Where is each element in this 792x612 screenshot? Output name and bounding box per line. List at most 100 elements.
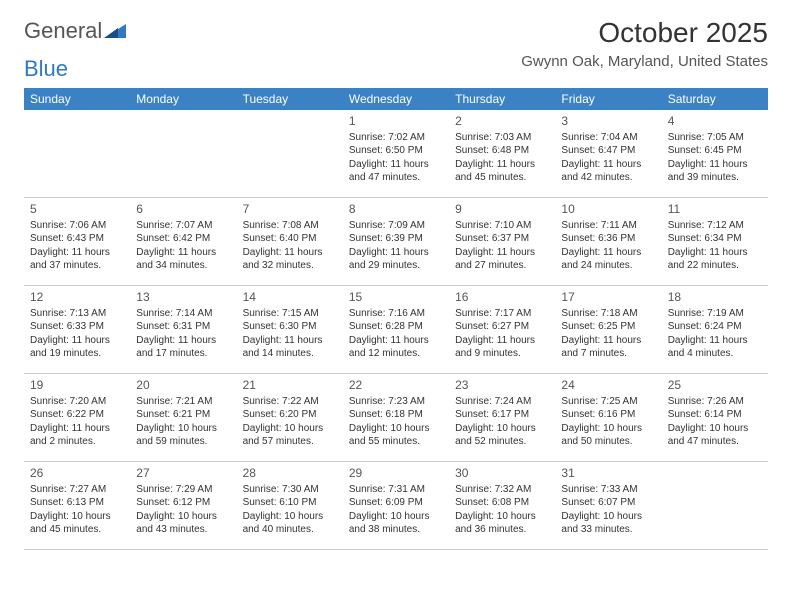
daylight-line: Daylight: 11 hours and 19 minutes. <box>30 334 124 361</box>
sunset-line: Sunset: 6:17 PM <box>455 408 549 422</box>
day-number: 17 <box>561 289 655 305</box>
daylight-line: Daylight: 11 hours and 4 minutes. <box>668 334 762 361</box>
sunrise-line: Sunrise: 7:33 AM <box>561 483 655 497</box>
day-number: 29 <box>349 465 443 481</box>
sunrise-line: Sunrise: 7:03 AM <box>455 131 549 145</box>
sunset-line: Sunset: 6:13 PM <box>30 496 124 510</box>
sunset-line: Sunset: 6:14 PM <box>668 408 762 422</box>
calendar-week-row: 12Sunrise: 7:13 AMSunset: 6:33 PMDayligh… <box>24 285 768 373</box>
sunrise-line: Sunrise: 7:25 AM <box>561 395 655 409</box>
calendar-day-cell: 26Sunrise: 7:27 AMSunset: 6:13 PMDayligh… <box>24 461 130 549</box>
calendar-day-cell: 18Sunrise: 7:19 AMSunset: 6:24 PMDayligh… <box>662 285 768 373</box>
sunrise-line: Sunrise: 7:23 AM <box>349 395 443 409</box>
logo: General <box>24 18 128 44</box>
sunset-line: Sunset: 6:22 PM <box>30 408 124 422</box>
daylight-line: Daylight: 11 hours and 42 minutes. <box>561 158 655 185</box>
calendar-day-cell: 9Sunrise: 7:10 AMSunset: 6:37 PMDaylight… <box>449 197 555 285</box>
sunset-line: Sunset: 6:43 PM <box>30 232 124 246</box>
daylight-line: Daylight: 10 hours and 52 minutes. <box>455 422 549 449</box>
sunset-line: Sunset: 6:21 PM <box>136 408 230 422</box>
weekday-header-row: SundayMondayTuesdayWednesdayThursdayFrid… <box>24 88 768 110</box>
calendar-empty-cell <box>662 461 768 549</box>
sunset-line: Sunset: 6:25 PM <box>561 320 655 334</box>
daylight-line: Daylight: 10 hours and 36 minutes. <box>455 510 549 537</box>
month-title: October 2025 <box>521 18 768 49</box>
sunset-line: Sunset: 6:07 PM <box>561 496 655 510</box>
day-number: 26 <box>30 465 124 481</box>
daylight-line: Daylight: 11 hours and 47 minutes. <box>349 158 443 185</box>
daylight-line: Daylight: 10 hours and 59 minutes. <box>136 422 230 449</box>
calendar-day-cell: 20Sunrise: 7:21 AMSunset: 6:21 PMDayligh… <box>130 373 236 461</box>
day-number: 20 <box>136 377 230 393</box>
calendar-day-cell: 10Sunrise: 7:11 AMSunset: 6:36 PMDayligh… <box>555 197 661 285</box>
sunset-line: Sunset: 6:33 PM <box>30 320 124 334</box>
calendar-empty-cell <box>24 110 130 198</box>
sunrise-line: Sunrise: 7:09 AM <box>349 219 443 233</box>
sunrise-line: Sunrise: 7:30 AM <box>243 483 337 497</box>
sunrise-line: Sunrise: 7:24 AM <box>455 395 549 409</box>
sunset-line: Sunset: 6:39 PM <box>349 232 443 246</box>
sunrise-line: Sunrise: 7:29 AM <box>136 483 230 497</box>
sunrise-line: Sunrise: 7:20 AM <box>30 395 124 409</box>
sunrise-line: Sunrise: 7:05 AM <box>668 131 762 145</box>
day-number: 19 <box>30 377 124 393</box>
sunrise-line: Sunrise: 7:02 AM <box>349 131 443 145</box>
day-number: 6 <box>136 201 230 217</box>
daylight-line: Daylight: 11 hours and 14 minutes. <box>243 334 337 361</box>
calendar-day-cell: 27Sunrise: 7:29 AMSunset: 6:12 PMDayligh… <box>130 461 236 549</box>
daylight-line: Daylight: 11 hours and 29 minutes. <box>349 246 443 273</box>
daylight-line: Daylight: 10 hours and 55 minutes. <box>349 422 443 449</box>
sunrise-line: Sunrise: 7:07 AM <box>136 219 230 233</box>
calendar-week-row: 26Sunrise: 7:27 AMSunset: 6:13 PMDayligh… <box>24 461 768 549</box>
day-number: 21 <box>243 377 337 393</box>
daylight-line: Daylight: 10 hours and 45 minutes. <box>30 510 124 537</box>
sunrise-line: Sunrise: 7:15 AM <box>243 307 337 321</box>
calendar-page: General October 2025 Gwynn Oak, Maryland… <box>0 0 792 562</box>
calendar-empty-cell <box>130 110 236 198</box>
calendar-day-cell: 22Sunrise: 7:23 AMSunset: 6:18 PMDayligh… <box>343 373 449 461</box>
daylight-line: Daylight: 11 hours and 39 minutes. <box>668 158 762 185</box>
daylight-line: Daylight: 10 hours and 33 minutes. <box>561 510 655 537</box>
day-number: 12 <box>30 289 124 305</box>
sunset-line: Sunset: 6:31 PM <box>136 320 230 334</box>
day-number: 16 <box>455 289 549 305</box>
daylight-line: Daylight: 11 hours and 22 minutes. <box>668 246 762 273</box>
calendar-day-cell: 1Sunrise: 7:02 AMSunset: 6:50 PMDaylight… <box>343 110 449 198</box>
sunset-line: Sunset: 6:12 PM <box>136 496 230 510</box>
calendar-day-cell: 11Sunrise: 7:12 AMSunset: 6:34 PMDayligh… <box>662 197 768 285</box>
calendar-day-cell: 24Sunrise: 7:25 AMSunset: 6:16 PMDayligh… <box>555 373 661 461</box>
calendar-table: SundayMondayTuesdayWednesdayThursdayFrid… <box>24 88 768 550</box>
calendar-day-cell: 29Sunrise: 7:31 AMSunset: 6:09 PMDayligh… <box>343 461 449 549</box>
sunrise-line: Sunrise: 7:13 AM <box>30 307 124 321</box>
daylight-line: Daylight: 10 hours and 38 minutes. <box>349 510 443 537</box>
sunset-line: Sunset: 6:08 PM <box>455 496 549 510</box>
daylight-line: Daylight: 11 hours and 9 minutes. <box>455 334 549 361</box>
sunset-line: Sunset: 6:24 PM <box>668 320 762 334</box>
sunrise-line: Sunrise: 7:08 AM <box>243 219 337 233</box>
calendar-body: 1Sunrise: 7:02 AMSunset: 6:50 PMDaylight… <box>24 110 768 550</box>
calendar-week-row: 5Sunrise: 7:06 AMSunset: 6:43 PMDaylight… <box>24 197 768 285</box>
sunrise-line: Sunrise: 7:31 AM <box>349 483 443 497</box>
weekday-header: Wednesday <box>343 88 449 110</box>
calendar-day-cell: 13Sunrise: 7:14 AMSunset: 6:31 PMDayligh… <box>130 285 236 373</box>
calendar-day-cell: 2Sunrise: 7:03 AMSunset: 6:48 PMDaylight… <box>449 110 555 198</box>
day-number: 23 <box>455 377 549 393</box>
sunrise-line: Sunrise: 7:14 AM <box>136 307 230 321</box>
daylight-line: Daylight: 10 hours and 50 minutes. <box>561 422 655 449</box>
logo-triangle-icon <box>104 18 126 44</box>
day-number: 11 <box>668 201 762 217</box>
day-number: 10 <box>561 201 655 217</box>
day-number: 2 <box>455 113 549 129</box>
weekday-header: Thursday <box>449 88 555 110</box>
sunrise-line: Sunrise: 7:26 AM <box>668 395 762 409</box>
calendar-day-cell: 14Sunrise: 7:15 AMSunset: 6:30 PMDayligh… <box>237 285 343 373</box>
day-number: 27 <box>136 465 230 481</box>
daylight-line: Daylight: 11 hours and 37 minutes. <box>30 246 124 273</box>
daylight-line: Daylight: 10 hours and 57 minutes. <box>243 422 337 449</box>
weekday-header: Saturday <box>662 88 768 110</box>
day-number: 9 <box>455 201 549 217</box>
location: Gwynn Oak, Maryland, United States <box>521 53 768 70</box>
day-number: 18 <box>668 289 762 305</box>
sunrise-line: Sunrise: 7:11 AM <box>561 219 655 233</box>
sunset-line: Sunset: 6:18 PM <box>349 408 443 422</box>
